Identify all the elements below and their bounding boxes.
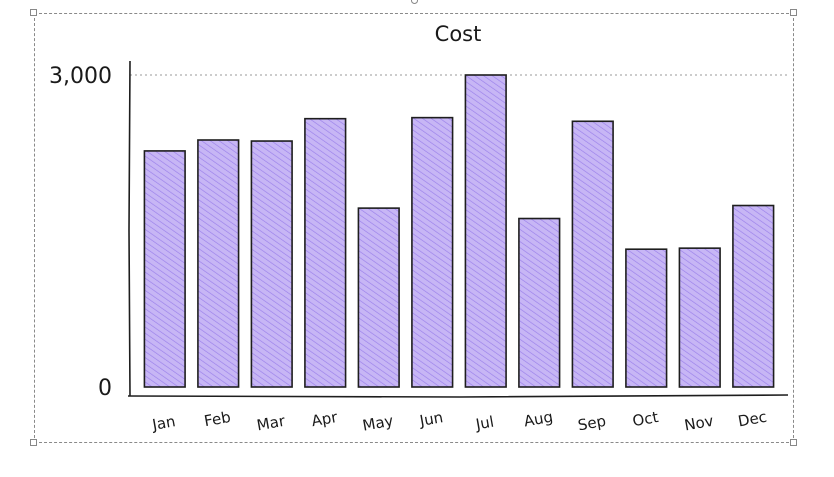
rotate-handle[interactable] [411,0,418,4]
bar-may[interactable] [357,207,400,388]
resize-handle-top-left[interactable] [30,9,37,16]
bar-apr[interactable] [304,117,347,388]
x-tick-label-mar: Mar [255,412,287,435]
y-tick-labels: 0 3,000 [49,64,112,401]
x-tick-label-apr: Apr [310,408,340,430]
bar-nov[interactable] [678,247,721,388]
bar-mar[interactable] [250,140,293,388]
x-tick-label-jan: Jan [150,412,177,434]
bar-jul[interactable] [464,74,507,388]
x-tick-label-sep: Sep [576,412,607,435]
x-tick-label-aug: Aug [522,408,554,431]
x-tick-label-nov: Nov [683,412,715,435]
resize-handle-top-right[interactable] [790,9,797,16]
x-axis [127,394,789,398]
resize-handle-bottom-right[interactable] [790,439,797,446]
y-tick-label-3000: 3,000 [49,64,112,89]
bar-feb[interactable] [197,139,240,388]
y-axis [128,60,131,397]
bar-jan[interactable] [143,150,186,388]
bar-dec[interactable] [732,204,775,388]
bar-aug[interactable] [518,217,561,388]
resize-handle-bottom-left[interactable] [30,439,37,446]
x-tick-label-jul: Jul [473,413,495,434]
bar-sep[interactable] [571,120,614,388]
x-tick-label-may: May [361,411,395,434]
x-tick-label-dec: Dec [737,408,769,431]
chart-title: Cost [435,22,482,46]
x-tick-label-oct: Oct [631,408,660,430]
bar-oct[interactable] [625,248,668,388]
bar-jun[interactable] [411,116,454,388]
bars-group [143,74,775,388]
x-tick-labels: Jan Feb Mar Apr May Jun Jul Aug Sep Oct Nov Dec [150,408,768,435]
x-tick-label-feb: Feb [203,408,232,430]
x-tick-label-jun: Jun [417,408,444,430]
y-tick-label-0: 0 [98,376,112,401]
